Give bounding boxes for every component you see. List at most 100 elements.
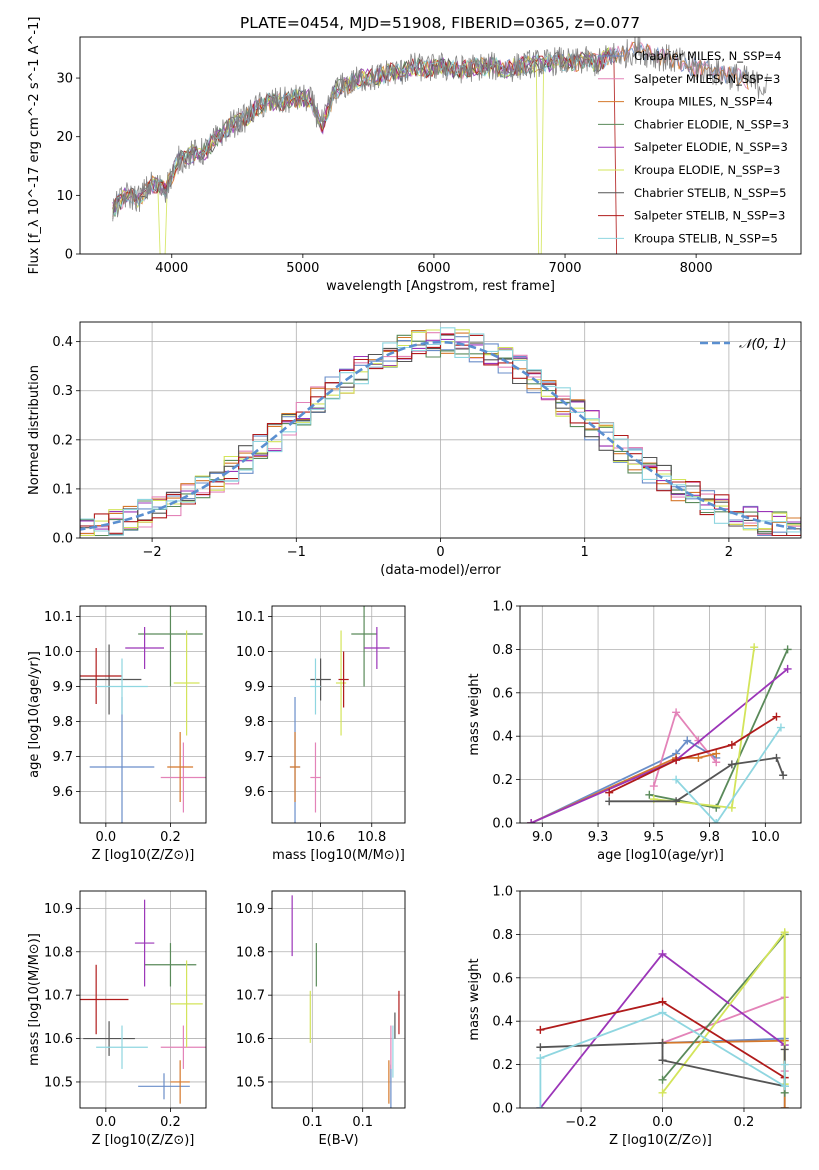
massweight-marker — [672, 797, 681, 806]
massweight-marker — [779, 771, 788, 780]
legend-entry: Kroupa STELIB, N_SSP=5 — [634, 231, 778, 245]
residuals-axes: −2 −1 0 1 2 0.0 0.1 0.2 0.3 0.4 (data-model)/error… — [27, 321, 802, 578]
errorbar-point — [351, 606, 377, 687]
errorbar-point — [80, 964, 129, 1035]
spectrum-xlabel: wavelength [Angstrom, rest frame] — [326, 279, 555, 294]
x-tick-label: 0.0 — [96, 830, 117, 845]
x-tick-label: 4000 — [155, 261, 188, 276]
y-tick-label: 10.7 — [236, 989, 265, 1004]
y-tick-label: 1.0 — [492, 600, 513, 615]
massweight_vs_Z-xlabel: Z [log10(Z/Z⊙)] — [609, 1133, 712, 1148]
residuals-xlabel: (data-model)/error — [380, 563, 501, 578]
errorbar-point — [138, 1073, 190, 1100]
massweight-marker — [712, 749, 721, 758]
y-tick-label: 0.2 — [492, 773, 513, 788]
age_vs_mass-xlabel: mass [log10(M/M⊙)] — [272, 848, 405, 863]
massweight-marker — [727, 760, 736, 769]
axes-frame — [79, 605, 207, 824]
errorbar-point — [170, 1060, 190, 1104]
spectrum-legend: Chabrier MILES, N_SSP=4 Salpeter MILES, N… — [598, 49, 789, 245]
y-tick-label: 10.1 — [236, 610, 265, 625]
y-tick-label: 9.8 — [52, 715, 73, 730]
massweight-series-line — [649, 649, 789, 809]
massweight-series-line — [608, 715, 777, 794]
age_vs_Z-xlabel: Z [log10(Z/Z⊙)] — [92, 848, 195, 863]
y-tick-label: 0.4 — [492, 1015, 513, 1030]
x-tick-label: 0.0 — [652, 1115, 673, 1130]
x-tick-label: 9.8 — [699, 830, 720, 845]
massweight-marker — [780, 1082, 789, 1091]
massweight-marker — [783, 664, 792, 673]
age_vs_Z-axes: 0.0 0.2 9.6 9.7 9.8 9.9 10.0 10.1 Z [log10(Z/Z⊙)… — [27, 605, 207, 863]
massweight-marker — [783, 645, 792, 654]
massweight-marker — [694, 753, 703, 762]
errorbar-point — [138, 606, 203, 687]
massweight-marker — [658, 949, 667, 958]
massweight-series-line — [675, 726, 782, 823]
massweight_vs_age-ylabel: mass weight — [467, 673, 482, 755]
massweight-marker — [658, 1075, 667, 1084]
errorbar-point — [160, 1025, 206, 1069]
model-series-line — [112, 47, 617, 217]
massweight-marker — [772, 712, 781, 721]
axes-frame — [519, 605, 802, 824]
errorbar-point — [144, 943, 197, 987]
errorbar-point — [125, 627, 164, 669]
mass_vs_Z-axes: 0.0 0.2 10.5 10.6 10.7 10.8 10.9 Z [log10(Z/Z⊙)… — [27, 890, 207, 1148]
y-tick-label: 10.6 — [44, 1032, 73, 1047]
massweight-marker — [536, 1054, 545, 1063]
mass_vs_ebv-xlabel: E(B-V) — [318, 1133, 358, 1148]
massweight-series-line — [530, 739, 717, 823]
legend-entry: Salpeter STELIB, N_SSP=3 — [634, 209, 785, 223]
massweight_vs_Z-plot-area — [536, 928, 789, 1108]
residuals-plot-area — [80, 327, 801, 537]
massweight-marker — [727, 803, 736, 812]
age_vs_mass-axes: 10.6 10.8 9.6 9.7 9.8 9.9 10.0 10.1 mass [log10(… — [236, 605, 406, 863]
y-tick-label: 10.0 — [236, 645, 265, 660]
y-tick-label: 20 — [56, 130, 73, 145]
massweight-marker — [672, 708, 681, 717]
legend-entry: 𝒩(0, 1) — [739, 337, 786, 352]
x-tick-label: 2 — [725, 545, 733, 560]
residual-histogram — [80, 333, 801, 537]
errorbar-point — [89, 697, 155, 823]
errorbar-point — [338, 651, 349, 708]
y-tick-label: 10.8 — [236, 945, 265, 960]
y-tick-label: 0.2 — [52, 433, 73, 448]
massweight-marker — [536, 1043, 545, 1052]
massweight-marker — [536, 1025, 545, 1034]
massweight-marker — [536, 1104, 545, 1108]
errorbar-point — [173, 630, 200, 736]
massweight-marker — [780, 1104, 789, 1108]
massweight-marker — [658, 1038, 667, 1047]
y-tick-label: 10 — [56, 189, 73, 204]
y-tick-label: 0.0 — [52, 532, 73, 547]
errorbar-point — [80, 648, 122, 704]
gaussian-curve — [80, 340, 801, 531]
y-tick-label: 0.2 — [492, 1058, 513, 1073]
y-tick-label: 0.3 — [52, 384, 73, 399]
massweight-marker — [527, 819, 536, 823]
errorbar-point — [80, 644, 142, 715]
spectrum-ylabel: Flux [f_λ 10^-17 erg cm^-2 s^-1 A^-1] — [27, 17, 42, 275]
x-tick-label: 8000 — [680, 261, 713, 276]
y-tick-label: 0.6 — [492, 971, 513, 986]
massweight-marker — [658, 1008, 667, 1017]
massweight_vs_age-plot-area — [527, 643, 792, 823]
massweight-marker — [780, 1045, 789, 1054]
errorbar-point — [364, 627, 390, 669]
massweight-marker — [658, 1088, 667, 1097]
y-tick-label: 0.6 — [492, 686, 513, 701]
errorbar-point — [83, 1021, 135, 1056]
massweight-marker — [658, 997, 667, 1006]
errorbar-point — [310, 658, 331, 701]
errorbar-point — [289, 732, 301, 802]
y-tick-label: 0.1 — [52, 482, 73, 497]
x-tick-label: −0.2 — [565, 1115, 597, 1130]
x-tick-label: 9.5 — [643, 830, 664, 845]
mass_vs_Z-ylabel: mass [log10(M/M⊙)] — [27, 933, 42, 1066]
y-tick-label: 10.9 — [236, 902, 265, 917]
y-tick-label: 30 — [56, 72, 73, 87]
y-tick-label: 10.0 — [44, 645, 73, 660]
massweight-marker — [683, 736, 692, 745]
